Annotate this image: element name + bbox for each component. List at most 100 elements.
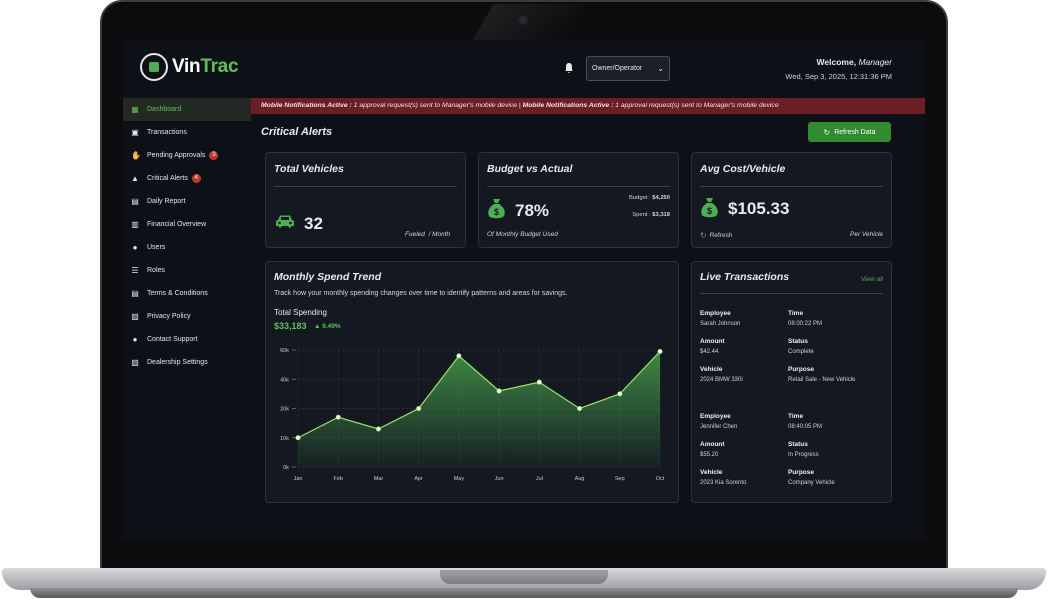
amount-label: Amount [700,338,725,345]
sidebar-item-financial-overview[interactable]: ▥ Financial Overview [123,213,251,236]
role-select[interactable]: Owner/Operator ⌄ [586,56,670,81]
employee-value: Jennifer Chen [700,424,738,430]
hand-icon: ✋ [131,150,141,160]
sidebar-item-privacy-policy[interactable]: ▧ Privacy Policy [123,305,251,328]
settings-icon: ▨ [131,357,139,367]
data-point[interactable] [335,414,341,420]
data-point[interactable] [657,348,663,354]
data-point[interactable] [617,391,623,397]
data-point[interactable] [496,388,502,394]
refresh-data-button[interactable]: ↻ Refresh Data [808,122,891,142]
data-point[interactable] [416,406,422,412]
per-vehicle-label: Per Vehicle [850,231,883,238]
data-point[interactable] [456,353,462,359]
divider [487,186,670,187]
status-value: In Progress [788,452,819,458]
sidebar-item-daily-report[interactable]: ▤ Daily Report [123,190,251,213]
sidebar-item-terms-conditions[interactable]: ▤ Terms & Conditions [123,282,251,305]
employee-label: Employee [700,310,731,317]
logo-text-vin: Vin [172,56,201,77]
lock-icon: ▧ [131,311,139,321]
budget-card: Budget vs Actual $ 78% Of Monthly Budget… [478,152,679,248]
document-icon: ▤ [131,288,139,298]
divider [700,186,883,187]
warning-icon: ▲ [131,173,139,183]
amount-value: $42.44 [700,349,719,355]
count-badge: 3 [209,151,219,160]
x-tick-label: Oct [656,476,665,482]
y-tick-label: 40k [280,377,289,383]
bezel-reflection [470,4,589,44]
total-spending-label: Total Spending [274,308,327,317]
data-point[interactable] [295,435,301,441]
employee-value: Sarah Johnson [700,321,741,327]
sidebar-item-dashboard[interactable]: ▦ Dashboard [123,98,251,121]
welcome-prefix: Welcome, [816,57,857,67]
y-tick-label: 60k [280,348,289,354]
spending-change: ▲ 9.49% [314,323,341,330]
transaction-employee: Employee Sarah Johnson [700,310,740,327]
banner-bold-1: Mobile Notifications Active : [261,102,352,109]
purpose-label: Purpose [788,469,815,476]
count-badge: 4 [191,174,201,183]
sidebar-item-label: Critical Alerts [147,175,188,182]
x-tick-label: Jan [294,476,303,482]
time-value: 08:00:22 PM [788,321,823,327]
avg-cost-refresh[interactable]: ↻ Refresh [700,231,732,240]
status-value: Complete [788,349,814,355]
support-icon: ● [132,334,138,344]
sidebar-item-transactions[interactable]: ▣ Transactions [123,121,251,144]
transaction-time: Time 08:00:22 PM [788,310,822,327]
data-point[interactable] [577,406,583,412]
spent-label: Spent : [632,212,651,218]
x-tick-label: May [454,476,465,482]
y-tick-label: 0k [283,465,289,471]
sidebar-item-label: Dealership Settings [147,359,208,366]
role-select-value: Owner/Operator [592,65,643,72]
sidebar-item-dealership-settings[interactable]: ▨ Dealership Settings [123,351,251,374]
svg-text:$: $ [707,206,712,216]
top-bar: VinTrac Owner/Operator ⌄ Welcome, Manage… [123,40,925,98]
employee-label: Employee [700,413,731,420]
app-screen: VinTrac Owner/Operator ⌄ Welcome, Manage… [123,40,925,540]
total-vehicles-value: 32 [304,214,323,233]
monthly-spend-trend-card: Monthly Spend Trend Track how your month… [265,261,679,503]
sidebar-item-roles[interactable]: ☰ Roles [123,259,251,282]
page-title: Critical Alerts [261,126,333,138]
main-content: Mobile Notifications Active : 1 approval… [251,98,925,540]
status-label: Status [788,338,808,345]
sidebar-item-users[interactable]: ● Users [123,236,251,259]
transaction-vehicle: Vehicle 2024 BMW 330i [700,366,743,383]
purpose-value: Retail Sale - New Vehicle [788,377,856,383]
time-label: Time [788,413,804,420]
view-all-link[interactable]: View all [860,276,883,283]
amount-value: $55.20 [700,452,719,458]
total-vehicles-card: Total Vehicles 32 Fueled / Month [265,152,466,248]
avg-cost-card: Avg Cost/Vehicle $ $105.33 ↻ Refresh Per… [691,152,892,248]
data-point[interactable] [536,379,542,385]
sidebar-item-label: Users [147,244,166,251]
sidebar-item-contact-support[interactable]: ● Contact Support [123,328,251,351]
card-title: Live Transactions [700,271,790,283]
sidebar-item-critical-alerts[interactable]: ▲ Critical Alerts 4 [123,167,251,190]
total-spending-value: $33,183 [274,321,307,331]
trend-subtitle: Track how your monthly spending changes … [274,290,568,297]
sidebar-item-label: Privacy Policy [147,313,191,320]
receipt-icon: ▣ [131,127,139,137]
bell-icon[interactable] [563,62,575,74]
notification-banner: Mobile Notifications Active : 1 approval… [251,98,925,114]
sidebar-item-label: Transactions [147,129,187,136]
vehicle-label: Vehicle [700,366,723,373]
banner-text-1: 1 approval request(s) sent to Manager's … [351,102,523,109]
logo-text-trac: Trac [200,56,239,77]
transaction-purpose: Purpose Retail Sale - New Vehicle [788,366,855,383]
data-point[interactable] [375,426,381,432]
x-tick-label: Apr [414,476,423,482]
sidebar-item-pending-approvals[interactable]: ✋ Pending Approvals 3 [123,144,251,167]
users-icon: ● [132,242,138,252]
card-title: Monthly Spend Trend [274,271,382,283]
logo[interactable]: VinTrac [140,53,239,81]
transaction-purpose: Purpose Company Vehicle [788,469,835,486]
report-icon: ▤ [131,196,139,206]
